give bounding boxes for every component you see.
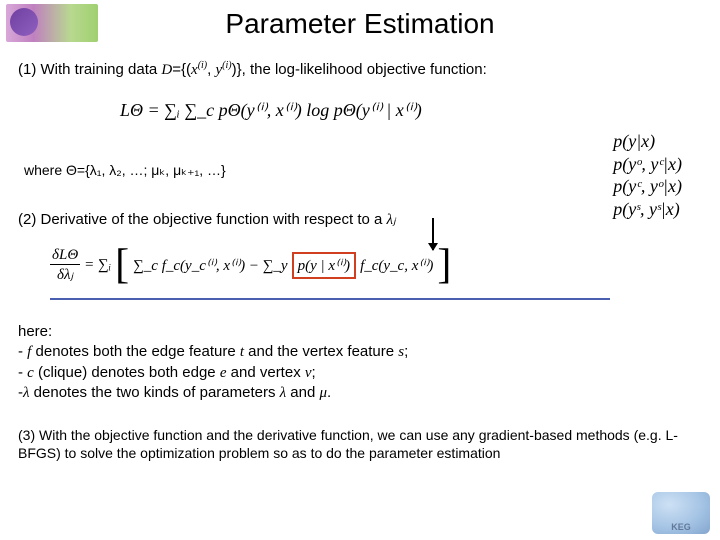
t1x: x bbox=[191, 62, 198, 78]
b3d: . bbox=[327, 384, 331, 401]
b2v: v bbox=[305, 365, 312, 381]
equation-1: LΘ = ∑ᵢ ∑_c pΘ(y⁽ⁱ⁾, x⁽ⁱ⁾) log pΘ(y⁽ⁱ⁾ |… bbox=[120, 100, 422, 121]
b2b: (clique) denotes both edge bbox=[34, 364, 220, 381]
hh: here: bbox=[18, 322, 408, 342]
t1D: D bbox=[161, 62, 172, 78]
keg-logo bbox=[652, 492, 710, 534]
pb3: p(yᶜ, yᵒ|x) bbox=[613, 175, 682, 198]
probability-box: p(y|x) p(yᵒ, yᶜ|x) p(yᶜ, yᵒ|x) p(yˢ, yˢ|… bbox=[613, 130, 682, 220]
lbracket: [ bbox=[115, 244, 129, 286]
eq2c: f_c(y_c, x⁽ⁱ⁾) bbox=[360, 256, 433, 275]
hb2: - c (clique) denotes both edge e and ver… bbox=[18, 363, 408, 383]
b2c: c bbox=[27, 365, 34, 381]
t1s1: (i) bbox=[198, 60, 207, 71]
b3c: and bbox=[286, 384, 319, 401]
equation-2: δLΘ δλⱼ = ∑ᵢ [ ∑_c f_c(y_c⁽ⁱ⁾, x⁽ⁱ⁾) − ∑… bbox=[50, 244, 610, 300]
fraction: δLΘ δλⱼ bbox=[50, 247, 80, 284]
slide-title: Parameter Estimation bbox=[0, 8, 720, 40]
text-line-1: (1) With training data D={(x(i), y(i))},… bbox=[18, 60, 487, 79]
frac-den: δλⱼ bbox=[50, 265, 80, 284]
b3b: denotes the two kinds of parameters bbox=[30, 384, 280, 401]
eq2b: ∑_c f_c(y_c⁽ⁱ⁾, x⁽ⁱ⁾) − ∑_y bbox=[133, 256, 287, 275]
pb2: p(yᵒ, yᶜ|x) bbox=[613, 153, 682, 176]
here-block: here: - f denotes both the edge feature … bbox=[18, 322, 408, 403]
b2d: and vertex bbox=[226, 364, 304, 381]
b2f: ; bbox=[312, 364, 316, 381]
hb3: -λ denotes the two kinds of parameters λ… bbox=[18, 383, 408, 403]
eq2a: = ∑ᵢ bbox=[84, 257, 111, 274]
text-line-2: (2) Derivative of the objective function… bbox=[18, 210, 396, 229]
b1c: and the vertex feature bbox=[244, 343, 398, 360]
pb4: p(yˢ, yˢ|x) bbox=[613, 198, 682, 221]
b3m: μ bbox=[320, 385, 328, 401]
t2a: (2) Derivative of the objective function… bbox=[18, 211, 387, 228]
rbracket: ] bbox=[437, 244, 451, 286]
t1a: (1) With training data bbox=[18, 61, 161, 78]
hb1: - f denotes both the edge feature t and … bbox=[18, 342, 408, 362]
text-line-3: (3) With the objective function and the … bbox=[18, 426, 702, 462]
b2a: - bbox=[18, 364, 27, 381]
highlighted-term: p(y | x⁽ⁱ⁾) bbox=[292, 252, 356, 279]
b1a: - bbox=[18, 343, 27, 360]
t1b: ={( bbox=[172, 61, 191, 78]
t1d: )}, the log-likelihood objective functio… bbox=[232, 61, 487, 78]
t1s2: (i) bbox=[222, 60, 231, 71]
where-clause: where Θ={λ₁, λ₂, …; μₖ, μₖ₊₁, …} bbox=[24, 162, 226, 179]
frac-num: δLΘ bbox=[50, 247, 80, 265]
b1d: ; bbox=[404, 343, 408, 360]
t2l: λⱼ bbox=[387, 212, 396, 228]
pb1: p(y|x) bbox=[613, 130, 682, 153]
b1b: denotes both the edge feature bbox=[31, 343, 240, 360]
